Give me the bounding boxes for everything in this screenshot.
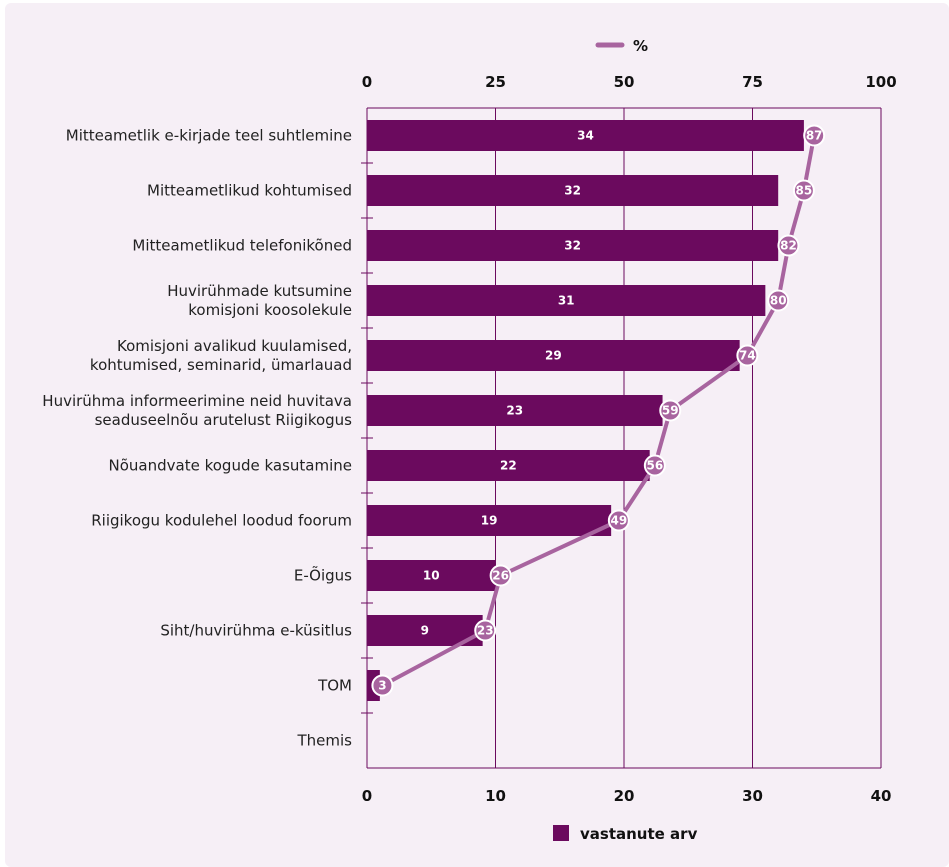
bar-value-label-4: 29	[545, 349, 562, 363]
category-label-11: Themis	[297, 732, 353, 750]
percent-value-label-2: 82	[780, 239, 797, 253]
bar-value-label-6: 22	[500, 459, 517, 473]
category-label-2: Mitteametlikud telefonikõned	[132, 237, 352, 255]
percent-marker-2	[777, 234, 800, 257]
bar-4	[367, 340, 740, 371]
bar-value-label-9: 9	[421, 624, 429, 638]
bottom-tick-label-4: 40	[871, 787, 892, 805]
category-label-3-1: komisjoni koosolekule	[188, 301, 352, 319]
bottom-tick-label-3: 30	[742, 787, 763, 805]
bar-3	[367, 285, 766, 316]
percent-value-label-7: 49	[611, 514, 628, 528]
percent-value-label-0: 87	[806, 129, 823, 143]
bar-0	[367, 120, 804, 151]
labels: 0 25 50 75 100 0 10 20 30 40 Mitteametlik e-kirjad…	[42, 73, 896, 805]
category-label-1: Mitteametlikud kohtumised	[147, 182, 352, 200]
percent-value-label-8: 26	[492, 569, 509, 583]
bar-value-label-2: 32	[564, 239, 581, 253]
percent-value-label-10: 3	[378, 679, 386, 693]
bars	[367, 120, 804, 701]
top-tick-label-1: 25	[485, 73, 506, 91]
category-label-4-1: kohtumised, seminarid, ümarlauad	[90, 356, 352, 374]
bar-1	[367, 175, 779, 206]
percent-marker-7	[607, 509, 630, 532]
top-tick-label-4: 100	[865, 73, 896, 91]
bar-6	[367, 450, 650, 481]
percent-value-label-5: 59	[662, 404, 679, 418]
percent-line: 87 85 82 80 74 59 56 49 26 23 3	[371, 124, 826, 697]
bar-value-label-7: 19	[481, 514, 498, 528]
percent-value-label-6: 56	[646, 459, 663, 473]
percent-marker-9	[474, 619, 497, 642]
percent-value-label-9: 23	[477, 624, 494, 638]
legend-bottom: vastanute arv	[553, 825, 698, 843]
bottom-tick-label-1: 10	[485, 787, 506, 805]
category-label-10: TOM	[317, 677, 352, 695]
top-tick-label-0: 0	[362, 73, 372, 91]
percent-marker-8	[489, 564, 512, 587]
category-label-5-0: Huvirühma informeerimine neid huvitava	[42, 392, 352, 410]
bar-5	[367, 395, 663, 426]
bar-2	[367, 230, 779, 261]
category-label-0: Mitteametlik e-kirjade teel suhtlemine	[66, 127, 352, 145]
category-label-9: Siht/huvirühma e-küsitlus	[160, 622, 352, 640]
category-label-5-1: seaduseelnõu arutelust Riigikogus	[95, 411, 353, 429]
bar-7	[367, 505, 612, 536]
top-tick-label-3: 75	[742, 73, 763, 91]
axis-lines	[361, 107, 881, 769]
category-label-8: E-Õigus	[294, 566, 352, 585]
category-label-3-0: Huvirühmade kutsumine	[167, 282, 352, 300]
percent-marker-1	[792, 179, 815, 202]
bottom-tick-label-2: 20	[614, 787, 635, 805]
percent-marker-3	[767, 289, 790, 312]
percent-marker-10	[371, 674, 394, 697]
percent-marker-0	[803, 124, 826, 147]
percent-value-label-4: 74	[739, 349, 756, 363]
percent-marker-5	[659, 399, 682, 422]
percent-marker-6	[643, 454, 666, 477]
percent-value-label-1: 85	[796, 184, 813, 198]
bar-value-label-0: 34	[577, 129, 594, 143]
percent-value-label-3: 80	[770, 294, 787, 308]
bar-value-label-1: 32	[564, 184, 581, 198]
top-tick-label-2: 50	[614, 73, 635, 91]
bottom-tick-label-0: 0	[362, 787, 372, 805]
category-label-4-0: Komisjoni avalikud kuulamised,	[117, 337, 352, 355]
bar-8	[367, 560, 496, 591]
legend-percent-label: %	[633, 37, 648, 55]
legend-count-swatch	[553, 825, 569, 841]
category-label-7: Riigikogu kodulehel loodud foorum	[91, 512, 352, 530]
percent-marker-4	[736, 344, 759, 367]
category-label-6: Nõuandvate kogude kasutamine	[109, 457, 352, 475]
legend-top: %	[595, 37, 648, 55]
legend-count-label: vastanute arv	[580, 825, 698, 843]
bar-value-label-5: 23	[506, 404, 523, 418]
bar-value-label-3: 31	[558, 294, 575, 308]
grid-lines	[495, 108, 882, 768]
bar-value-label-8: 10	[423, 569, 440, 583]
